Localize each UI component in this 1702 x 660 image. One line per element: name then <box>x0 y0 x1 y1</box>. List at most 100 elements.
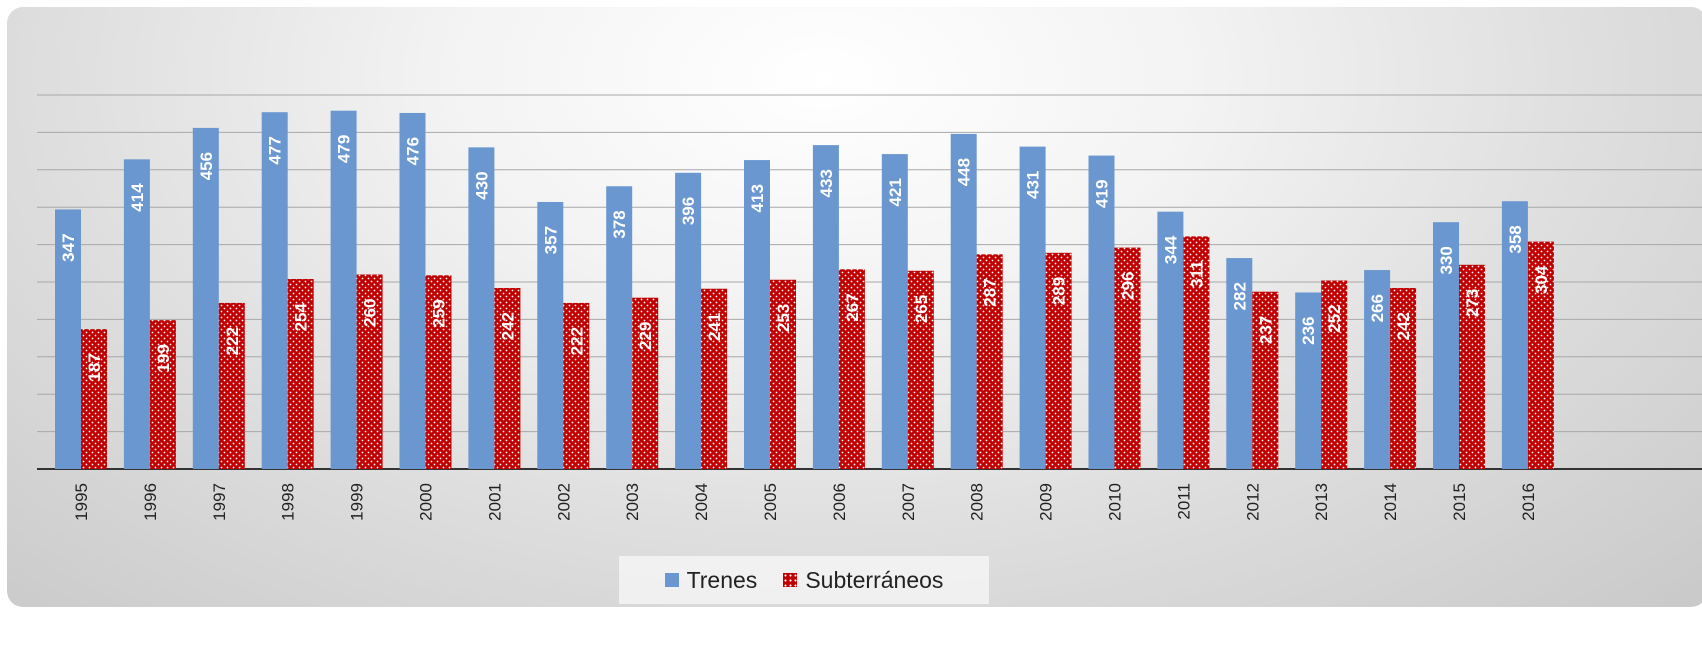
x-tick-2003: 2003 <box>623 483 642 521</box>
legend-swatch-subterraneos <box>783 573 798 587</box>
bar-subterraneos-2011 <box>1183 236 1210 469</box>
x-tick-1996: 1996 <box>141 483 160 521</box>
bar-subterraneos-2003 <box>632 297 659 469</box>
data-label-subterraneos-2006: 267 <box>843 293 862 321</box>
bar-trenes-2016 <box>1501 201 1528 469</box>
bar-trenes-1999 <box>330 110 357 469</box>
data-label-subterraneos-2008: 287 <box>981 278 1000 306</box>
data-label-trenes-2007: 421 <box>886 178 905 206</box>
data-label-trenes-1998: 477 <box>266 136 285 164</box>
data-label-subterraneos-1999: 260 <box>361 299 380 327</box>
data-label-subterraneos-2005: 253 <box>774 304 793 332</box>
x-tick-2006: 2006 <box>830 483 849 521</box>
chart-frame: 347 187 414 199 456 222 477 254 479 260 476 259 430 2… <box>7 7 1702 607</box>
data-label-trenes-2006: 433 <box>817 169 836 197</box>
data-label-trenes-2003: 378 <box>610 210 629 238</box>
data-label-trenes-1996: 414 <box>128 183 147 212</box>
bar-subterraneos-2001 <box>494 287 521 469</box>
bar-trenes-1995 <box>55 209 81 469</box>
bar-subterraneos-1999 <box>356 274 383 469</box>
bars <box>55 110 1554 470</box>
x-tick-1997: 1997 <box>210 483 229 521</box>
bar-trenes-2005 <box>744 160 770 470</box>
data-label-subterraneos-2010: 296 <box>1119 272 1138 300</box>
bar-subterraneos-2015 <box>1459 264 1485 469</box>
bar-trenes-1996 <box>123 159 150 469</box>
data-label-trenes-2008: 448 <box>955 158 974 186</box>
bar-trenes-2011 <box>1157 211 1184 470</box>
bar-subterraneos-2014 <box>1390 287 1417 469</box>
bar-trenes-2009 <box>1019 146 1046 469</box>
x-tick-2015: 2015 <box>1450 483 1469 521</box>
bar-subterraneos-2006 <box>838 269 865 469</box>
bar-subterraneos-2013 <box>1321 280 1348 469</box>
x-tick-2002: 2002 <box>554 483 573 521</box>
data-label-subterraneos-2015: 273 <box>1463 289 1482 317</box>
data-label-subterraneos-2014: 242 <box>1394 312 1413 340</box>
bar-trenes-2013 <box>1295 292 1322 469</box>
x-tick-2007: 2007 <box>899 483 918 521</box>
x-tick-2016: 2016 <box>1519 483 1538 521</box>
legend: Trenes Subterráneos <box>619 556 989 604</box>
bar-trenes-2006 <box>812 145 839 469</box>
bar-subterraneos-2008 <box>976 254 1003 469</box>
data-labels: 347 187 414 199 456 222 477 254 479 260 476 259 430 2… <box>59 135 1551 382</box>
bar-chart: 347 187 414 199 456 222 477 254 479 260 476 259 430 2… <box>37 94 1702 521</box>
x-tick-2004: 2004 <box>692 483 711 521</box>
data-label-trenes-2016: 358 <box>1506 225 1525 253</box>
bar-trenes-2002 <box>537 201 564 470</box>
bar-trenes-2008 <box>950 133 977 469</box>
data-label-subterraneos-2012: 237 <box>1256 316 1275 344</box>
bar-subterraneos-1998 <box>287 279 314 469</box>
x-tick-2011: 2011 <box>1174 483 1193 520</box>
legend-label-trenes: Trenes <box>686 566 758 593</box>
data-label-subterraneos-2002: 222 <box>567 327 586 355</box>
data-label-trenes-2014: 266 <box>1368 294 1387 322</box>
data-label-subterraneos-1997: 222 <box>223 327 242 355</box>
bar-subterraneos-1996 <box>149 320 176 469</box>
bar-subterraneos-2007 <box>907 270 934 469</box>
x-tick-1995: 1995 <box>72 483 91 521</box>
data-label-subterraneos-2001: 242 <box>498 312 517 340</box>
data-label-subterraneos-1998: 254 <box>292 302 311 331</box>
data-label-trenes-2013: 236 <box>1299 316 1318 344</box>
data-label-trenes-1995: 347 <box>59 233 78 261</box>
x-tick-1999: 1999 <box>348 483 367 521</box>
bar-trenes-2015 <box>1433 222 1459 469</box>
x-tick-2013: 2013 <box>1312 483 1331 521</box>
bar-trenes-1998 <box>261 112 288 469</box>
data-label-subterraneos-1995: 187 <box>85 353 104 381</box>
legend-item-subterraneos: Subterráneos <box>783 567 943 594</box>
bar-subterraneos-2004 <box>701 288 728 469</box>
x-tick-2014: 2014 <box>1381 483 1400 521</box>
bar-subterraneos-2002 <box>563 302 590 469</box>
data-label-trenes-2009: 431 <box>1024 171 1043 199</box>
data-label-subterraneos-2007: 265 <box>912 295 931 323</box>
bar-subterraneos-2009 <box>1045 252 1072 469</box>
data-label-subterraneos-2009: 289 <box>1050 277 1069 305</box>
legend-item-trenes: Trenes <box>664 566 758 594</box>
bar-trenes-2004 <box>675 172 702 470</box>
bar-trenes-2014 <box>1364 270 1391 469</box>
x-tick-2012: 2012 <box>1243 483 1262 521</box>
data-label-subterraneos-2016: 304 <box>1532 265 1551 294</box>
bar-subterraneos-2016 <box>1527 241 1554 469</box>
bar-trenes-2000 <box>399 112 426 470</box>
bar-subterraneos-1995 <box>81 329 107 469</box>
data-label-trenes-2011: 344 <box>1161 235 1180 264</box>
bar-subterraneos-2012 <box>1252 291 1279 469</box>
x-axis-ticks: 1995 1996 1997 1998 1999 2000 2001 2002 2003 2004… <box>72 483 1538 521</box>
data-label-subterraneos-2003: 229 <box>636 322 655 350</box>
bar-trenes-1997 <box>192 127 219 470</box>
data-label-subterraneos-1996: 199 <box>154 344 173 372</box>
data-label-trenes-2010: 419 <box>1093 180 1112 208</box>
bar-subterraneos-1997 <box>218 302 245 469</box>
bar-trenes-2001 <box>468 147 495 470</box>
bar-trenes-2003 <box>606 186 633 470</box>
data-label-trenes-2001: 430 <box>472 171 491 199</box>
data-label-trenes-2000: 476 <box>404 137 423 165</box>
x-tick-2000: 2000 <box>417 483 436 521</box>
data-label-trenes-2012: 282 <box>1230 282 1249 310</box>
data-label-trenes-1999: 479 <box>335 135 354 163</box>
bar-subterraneos-2005 <box>770 279 796 469</box>
